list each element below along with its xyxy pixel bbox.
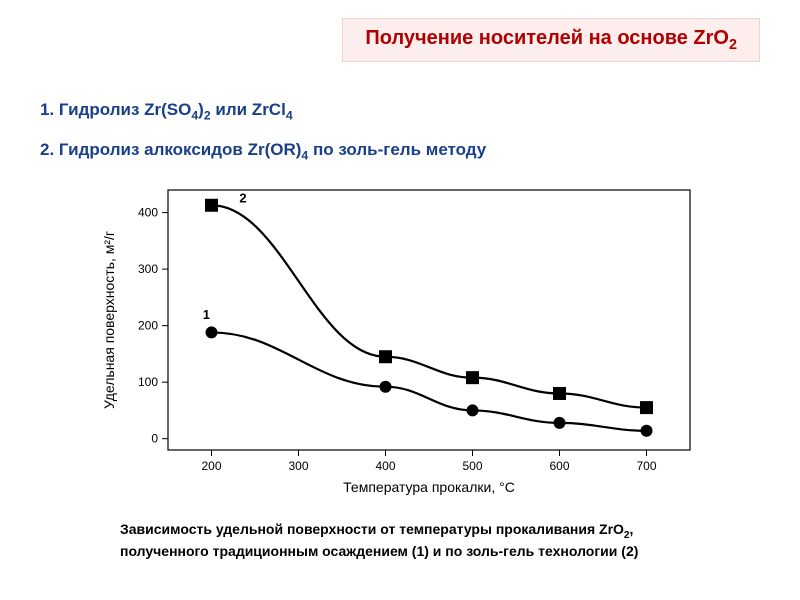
svg-text:700: 700 <box>636 459 656 473</box>
svg-text:2: 2 <box>239 190 246 205</box>
page-title: Получение носителей на основе ZrO2 <box>365 27 737 49</box>
svg-text:400: 400 <box>138 206 158 220</box>
cap-l2: полученного традиционным осаждением (1) … <box>120 543 638 559</box>
m1-t1: 1. Гидролиз Zr(SO <box>40 100 191 119</box>
svg-text:Температура прокалки, °C: Температура прокалки, °C <box>343 479 515 495</box>
m1-s3: 4 <box>286 108 293 122</box>
m1-s2: 2 <box>204 108 211 122</box>
svg-text:200: 200 <box>201 459 221 473</box>
svg-text:1: 1 <box>203 307 210 322</box>
title-box: Получение носителей на основе ZrO2 <box>342 18 760 62</box>
svg-text:100: 100 <box>138 375 158 389</box>
method-2: 2. Гидролиз алкоксидов Zr(OR)4 по золь-г… <box>40 140 486 162</box>
m1-t3: или ZrCl <box>211 100 286 119</box>
svg-text:300: 300 <box>288 459 308 473</box>
svg-text:600: 600 <box>549 459 569 473</box>
svg-text:0: 0 <box>151 432 158 446</box>
method-1: 1. Гидролиз Zr(SO4)2 или ZrCl4 <box>40 100 293 122</box>
surface-area-chart: 200 300 400 500 600 700 0 100 200 300 400 Температу… <box>90 180 710 500</box>
title-sub: 2 <box>729 37 737 53</box>
slide: Получение носителей на основе ZrO2 1. Ги… <box>0 0 800 600</box>
cap-l1b: , <box>630 521 634 537</box>
m2-t2: по золь-гель методу <box>308 140 486 159</box>
title-text: Получение носителей на основе ZrO <box>365 27 729 49</box>
chart-caption: Зависимость удельной поверхности от темп… <box>120 520 710 561</box>
svg-text:200: 200 <box>138 319 158 333</box>
svg-text:400: 400 <box>375 459 395 473</box>
chart-svg: 200 300 400 500 600 700 0 100 200 300 400 Температу… <box>90 180 710 500</box>
cap-l1a: Зависимость удельной поверхности от темп… <box>120 521 624 537</box>
svg-text:Удельная поверхность, м²/г: Удельная поверхность, м²/г <box>101 231 117 409</box>
m2-t1: 2. Гидролиз алкоксидов Zr(OR) <box>40 140 301 159</box>
svg-text:300: 300 <box>138 262 158 276</box>
svg-text:500: 500 <box>462 459 482 473</box>
